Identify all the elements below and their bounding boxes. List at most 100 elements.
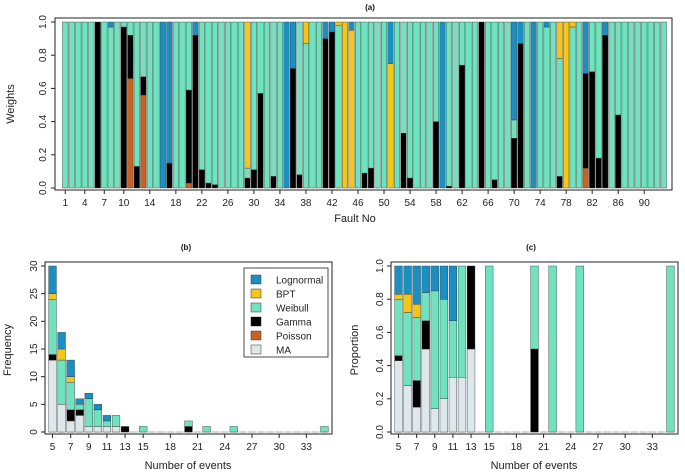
- fault-68-weibull-segment: [498, 21, 505, 189]
- fault-22-weibull-segment: [198, 21, 205, 170]
- xtick-label: 9: [432, 442, 438, 453]
- events-15-weibull-segment: [485, 265, 494, 433]
- panel-b-xlabel: Number of events: [145, 460, 232, 472]
- fault-54-weibull-segment: [407, 21, 414, 179]
- fault-81-lognormal-segment: [582, 21, 589, 74]
- fault-50-weibull-segment: [381, 21, 388, 189]
- fault-19-weibull-segment: [179, 21, 186, 189]
- xtick-label: 11: [448, 442, 459, 453]
- fault-51-bpt-segment: [387, 63, 394, 189]
- fault-49-weibull-segment: [374, 21, 381, 189]
- a-xtick-label: 70: [509, 198, 521, 209]
- events-8-gamma-segment: [75, 409, 84, 416]
- fault-62-weibull-segment: [459, 21, 466, 66]
- events-5-ma-segment: [394, 360, 403, 433]
- fault-83-gamma-segment: [595, 157, 602, 189]
- fault-77-weibull-segment: [556, 58, 563, 177]
- a-xtick-label: 22: [196, 198, 208, 209]
- events-5-lognormal-segment: [48, 265, 57, 294]
- fault-31-gamma-segment: [257, 93, 264, 189]
- fault-2-weibull-segment: [68, 21, 75, 189]
- xtick-label: 27: [246, 442, 258, 453]
- fault-25-weibull-segment: [218, 21, 225, 189]
- panel-a-x-axis: 1 4 7 10 14 18 22 26 30 34 38 42 46 50 54 58 62 66 70 74 78 8…: [62, 190, 650, 209]
- a-xtick-label: 62: [457, 198, 469, 209]
- panel-b-ylabel: Frequency: [2, 324, 14, 376]
- fault-59-lognormal-segment: [439, 21, 446, 189]
- fault-70-lognormal-segment: [511, 21, 518, 121]
- legend-label-bpt: BPT: [276, 290, 295, 301]
- xtick-label: 15: [138, 442, 150, 453]
- fault-28-weibull-segment: [237, 21, 244, 189]
- ytick-label: 5: [29, 401, 40, 407]
- xtick-label: 18: [165, 442, 177, 453]
- fault-11-poisson-segment: [127, 78, 134, 189]
- fault-20-weibull-segment: [185, 21, 192, 91]
- events-10-lognormal-segment: [93, 404, 102, 411]
- ytick-label: 15: [29, 343, 40, 355]
- fault-85-weibull-segment: [608, 21, 615, 189]
- events-12-weibull-segment: [111, 415, 121, 427]
- events-6-weibull-segment: [57, 359, 66, 405]
- a-xtick-label: 74: [535, 198, 547, 209]
- events-10-ma-segment: [93, 426, 102, 433]
- fault-9-weibull-segment: [114, 21, 121, 189]
- fault-67-weibull-segment: [491, 21, 498, 180]
- a-xtick-label: 86: [613, 198, 625, 209]
- fault-56-weibull-segment: [420, 21, 427, 189]
- events-5-gamma-segment: [394, 355, 403, 361]
- events-6-ma-segment: [403, 385, 412, 433]
- fault-42-gamma-segment: [328, 31, 335, 189]
- ytick-label: 0.0: [375, 425, 386, 439]
- a-xtick-label: 34: [274, 198, 286, 209]
- fault-24-weibull-segment: [211, 21, 218, 185]
- fault-46-weibull-segment: [355, 21, 361, 189]
- xtick-label: 13: [119, 442, 131, 453]
- panel-a: (a) 0.00.20.40.60.81.0 1 4 7 10 14 18 22 26 30 34…: [5, 3, 673, 225]
- ytick-label: 0: [29, 429, 40, 435]
- fault-79-bpt-segment: [569, 21, 576, 28]
- events-22-weibull-segment: [202, 426, 211, 433]
- fault-14-weibull-segment: [146, 21, 153, 189]
- a-xtick-label: 82: [587, 198, 599, 209]
- fault-41-lognormal-segment: [322, 21, 329, 39]
- a-xtick-label: 50: [378, 198, 390, 209]
- fault-79-weibull-segment: [569, 26, 576, 189]
- fault-74-weibull-segment: [537, 21, 544, 189]
- panel-a-ylabel: Weights: [5, 84, 17, 124]
- events-5-bpt-segment: [394, 294, 403, 300]
- legend-swatch-weibull: [250, 302, 262, 313]
- ytick-label: 0.8: [375, 292, 386, 306]
- ytick-label: 0.4: [375, 358, 386, 372]
- events-5-weibull-segment: [48, 299, 57, 355]
- fault-30-weibull-segment: [250, 21, 257, 170]
- fault-84-lognormal-segment: [602, 21, 609, 36]
- a-xtick-label: 46: [352, 198, 364, 209]
- events-7-ma-segment: [66, 420, 75, 433]
- panel-c-xlabel: Number of events: [491, 460, 578, 472]
- legend-label-ma: MA: [276, 346, 291, 357]
- events-11-weibull-segment: [448, 320, 458, 378]
- xtick-label: 27: [592, 442, 604, 453]
- ytick-label: 0.6: [375, 325, 386, 339]
- fault-86-weibull-segment: [615, 21, 622, 116]
- panel-a-frame: [54, 17, 673, 191]
- legend-swatch-lognormal: [250, 274, 262, 285]
- xtick-label: 7: [68, 442, 74, 453]
- xtick-label: 9: [86, 442, 92, 453]
- events-10-ma-segment: [439, 398, 448, 433]
- fault-45-lognormal-segment: [348, 21, 355, 31]
- ytick-label: 20: [29, 315, 40, 327]
- a-xtick-label: 30: [248, 198, 260, 209]
- xtick-label: 21: [538, 442, 550, 453]
- fault-35-lognormal-segment: [283, 21, 290, 189]
- fault-87-weibull-segment: [621, 21, 628, 189]
- events-15-weibull-segment: [139, 426, 148, 433]
- a-ytick-label: 0.6: [38, 81, 49, 95]
- fault-43-weibull-segment: [335, 25, 342, 189]
- fault-12-gamma-segment: [133, 166, 140, 189]
- fault-41-gamma-segment: [322, 38, 329, 189]
- fault-75-lognormal-segment: [543, 21, 550, 28]
- a-xtick-label: 4: [82, 198, 88, 209]
- events-35-weibull-segment: [320, 426, 329, 433]
